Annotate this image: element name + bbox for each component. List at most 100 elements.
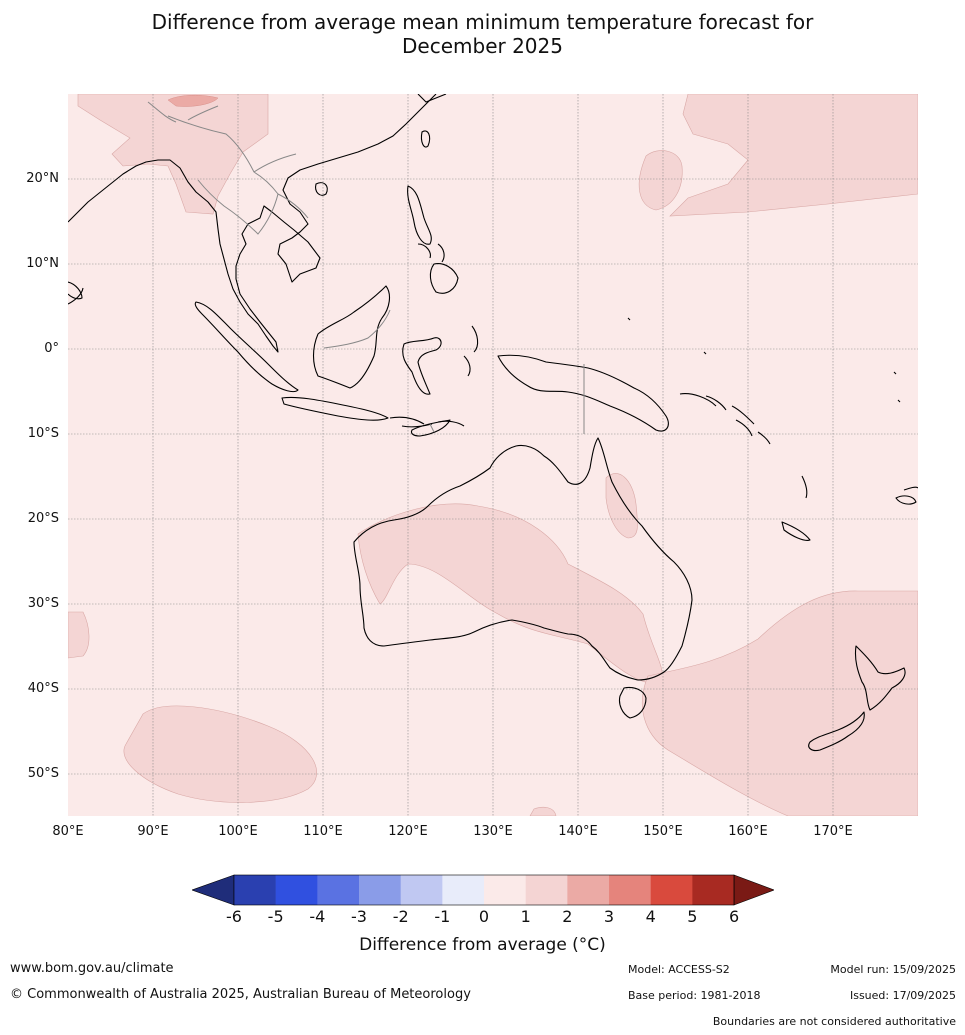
- lat-label-equator: 0°: [44, 341, 59, 356]
- coastline-sri-lanka: [68, 281, 83, 300]
- lon-label-140e: 140°E: [558, 824, 598, 839]
- footer-base-period: Base period: 1981-2018: [628, 989, 761, 1002]
- colorbar-bin: [484, 875, 526, 905]
- colorbar-bin: [317, 875, 360, 905]
- colorbar-extend-low: [192, 874, 235, 906]
- colorbar-tick-label: 6: [728, 907, 740, 926]
- anomaly-region-tasman-sea: [642, 590, 918, 816]
- colorbar-bin: [359, 875, 401, 905]
- lon-label-80e: 80°E: [52, 824, 84, 839]
- anomaly-region-mainland-asia: [77, 94, 269, 215]
- map-title-line1: Difference from average mean minimum tem…: [151, 10, 814, 34]
- coastline-new-caledonia: [781, 521, 811, 541]
- lat-label-30s: 30°S: [27, 596, 59, 611]
- coastline-asia-mainland: [68, 94, 437, 353]
- footer-website: www.bom.gov.au/climate: [10, 961, 174, 976]
- footer-model-run: Model run: 15/09/2025: [830, 963, 956, 976]
- colorbar-tick-label: -3: [351, 907, 367, 926]
- anomaly-region-west-edge: [68, 611, 90, 659]
- lon-label-150e: 150°E: [643, 824, 683, 839]
- lat-label-50s: 50°S: [27, 766, 59, 781]
- colorbar-label: Difference from average (°C): [359, 935, 606, 955]
- colorbar-bin: [234, 875, 276, 905]
- colorbar-frame: [233, 874, 735, 906]
- footer-copyright: © Commonwealth of Australia 2025, Austra…: [10, 987, 471, 1002]
- colorbar-tick-label: -1: [434, 907, 451, 926]
- anomaly-region-philippine-sea: [638, 150, 683, 211]
- colorbar-tick-label: -6: [226, 907, 242, 926]
- footer-issued: Issued: 17/09/2025: [849, 989, 956, 1002]
- footer-model: Model: ACCESS-S2: [628, 963, 730, 976]
- coastline-india-east: [68, 287, 84, 305]
- colorbar-bin: [650, 875, 693, 905]
- anomaly-region-small-ocean: [529, 806, 557, 816]
- lon-label-120e: 120°E: [388, 824, 428, 839]
- colorbar-bin: [442, 875, 485, 905]
- anomaly-regions-1-2: [68, 94, 918, 816]
- colorbar-bin: [692, 875, 735, 905]
- coastline-tasmania: [618, 686, 647, 719]
- coastline-pacific-islands: [627, 317, 901, 403]
- country-boundaries: [147, 101, 585, 434]
- boundary-asia-north: [147, 101, 219, 123]
- coastline-fiji: [895, 486, 918, 505]
- colorbar-bin: [275, 875, 318, 905]
- colorbar-tick-label: 5: [687, 907, 698, 926]
- coastline-philippines-visayas: [417, 243, 445, 263]
- coastline-taiwan: [420, 130, 431, 148]
- graticule: [68, 94, 918, 816]
- colorbar-tick-label: -2: [392, 907, 409, 926]
- coastline-new-zealand-south: [808, 711, 865, 752]
- lon-label-170e: 170°E: [813, 824, 853, 839]
- lat-label-20s: 20°S: [27, 511, 59, 526]
- lon-label-90e: 90°E: [137, 824, 169, 839]
- map-title-line2: December 2025: [402, 34, 563, 58]
- coastline-new-guinea: [497, 354, 669, 432]
- colorbar-tick-label: 1: [520, 907, 531, 926]
- colorbar-tick-label: -5: [267, 907, 284, 926]
- anomaly-region-southern-indian-ocean: [123, 705, 317, 803]
- colorbar-tick-label: 0: [478, 907, 490, 926]
- colorbar-bin: [525, 875, 568, 905]
- coastline-philippines-luzon: [407, 185, 432, 245]
- coastline-hainan: [315, 182, 328, 196]
- colorbar-bin: [400, 875, 443, 905]
- coastline-halmahera: [463, 325, 479, 377]
- coastline-borneo: [312, 285, 391, 389]
- boundary-borneo: [323, 309, 391, 349]
- lon-label-160e: 160°E: [728, 824, 768, 839]
- colorbar-extend-high: [733, 874, 774, 906]
- coastline-new-zealand-north: [854, 645, 906, 711]
- coastline-philippines-mindanao: [429, 263, 459, 294]
- coastlines: [68, 94, 918, 752]
- coastline-vanuatu: [801, 475, 808, 499]
- colorbar-tick-label: 2: [562, 907, 573, 926]
- lat-label-40s: 40°S: [27, 681, 59, 696]
- lon-label-110e: 110°E: [303, 824, 343, 839]
- lat-label-10n: 10°N: [26, 256, 59, 271]
- lon-label-130e: 130°E: [473, 824, 513, 839]
- lon-label-100e: 100°E: [218, 824, 258, 839]
- colorbar-tick-label: 3: [603, 907, 615, 926]
- footer-disclaimer: Boundaries are not considered authoritat…: [712, 1015, 956, 1028]
- coastline-korea-japan: [417, 94, 447, 103]
- lat-label-20n: 20°N: [26, 171, 59, 186]
- coastline-australia: [353, 437, 693, 681]
- coastline-sumatra: [194, 301, 299, 393]
- colorbar-tick-label: 4: [645, 907, 656, 926]
- forecast-map: [68, 94, 918, 816]
- colorbar: [192, 874, 774, 906]
- boundary-southeast-asia: [167, 115, 309, 235]
- boundary-timor: [429, 423, 435, 433]
- coastline-solomon: [705, 395, 771, 445]
- coastline-new-britain: [679, 393, 755, 425]
- colorbar-bin: [567, 875, 610, 905]
- colorbar-bin: [609, 875, 651, 905]
- coastline-timor: [410, 419, 451, 437]
- anomaly-region-coral-sea: [605, 473, 638, 539]
- anomaly-region-north-pacific: [669, 94, 918, 217]
- coastline-java: [281, 396, 389, 421]
- coastline-sulawesi: [402, 337, 442, 395]
- colorbar-tick-label: -4: [309, 907, 326, 926]
- lat-label-10s: 10°S: [27, 426, 59, 441]
